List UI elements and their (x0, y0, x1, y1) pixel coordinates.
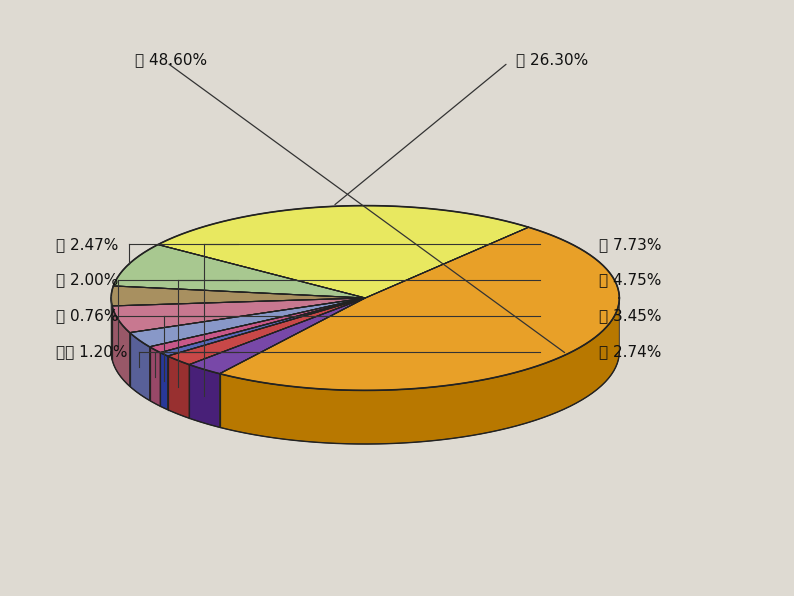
Text: 氢 0.76%: 氢 0.76% (56, 308, 118, 324)
Polygon shape (158, 206, 529, 298)
Polygon shape (112, 306, 129, 386)
Polygon shape (129, 298, 365, 347)
Polygon shape (160, 353, 168, 409)
Polygon shape (220, 227, 619, 390)
Polygon shape (220, 300, 619, 444)
Polygon shape (189, 365, 220, 427)
Polygon shape (168, 356, 189, 418)
Polygon shape (111, 286, 365, 306)
Text: 铁 4.75%: 铁 4.75% (599, 272, 662, 288)
Polygon shape (111, 297, 112, 359)
Polygon shape (129, 333, 149, 401)
Polygon shape (112, 298, 365, 333)
Text: 钙 3.45%: 钙 3.45% (599, 308, 662, 324)
Text: 钾 2.47%: 钾 2.47% (56, 237, 118, 252)
Text: 铝 7.73%: 铝 7.73% (599, 237, 662, 252)
Text: 硅 26.30%: 硅 26.30% (516, 52, 588, 67)
Text: 其他 1.20%: 其他 1.20% (56, 344, 127, 359)
Polygon shape (114, 244, 365, 298)
Text: 氧 48.60%: 氧 48.60% (135, 52, 207, 67)
Polygon shape (189, 298, 365, 374)
Polygon shape (168, 298, 365, 365)
Text: 镁 2.00%: 镁 2.00% (56, 272, 118, 288)
Polygon shape (149, 347, 160, 406)
Text: 钠 2.74%: 钠 2.74% (599, 344, 662, 359)
Polygon shape (149, 298, 365, 353)
Polygon shape (160, 298, 365, 356)
